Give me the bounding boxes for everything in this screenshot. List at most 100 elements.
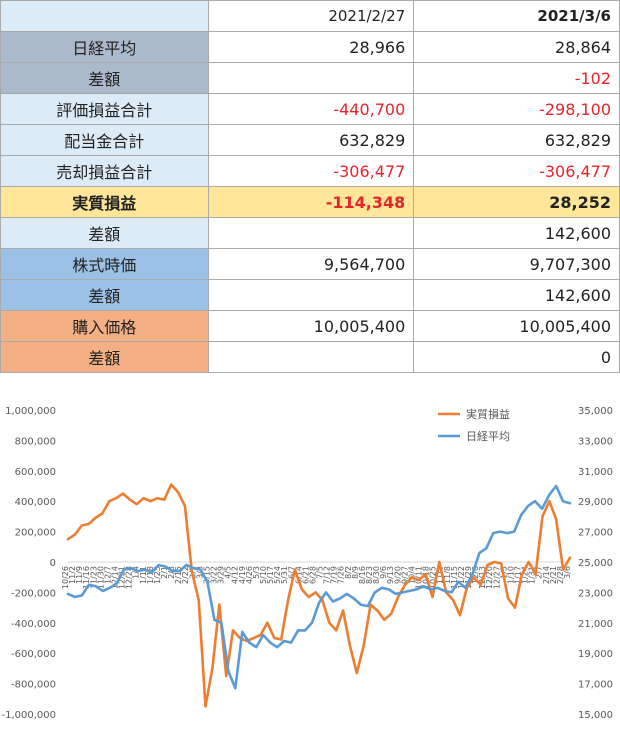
row-value-1 [207,62,415,94]
row-label: 購入価格 [0,310,209,342]
x-tick-label: 1/31 [528,566,537,584]
x-tick-label: 6/21 [301,566,310,584]
x-tick-label: 2/15 [174,566,183,584]
table-row: 差額 -102 [0,62,620,94]
x-tick-label: 10/25 [429,566,438,589]
row-label: 評価損益合計 [0,93,209,125]
table-row: 配当金合計 632,829 632,829 [0,124,620,156]
y-left-tick-label: -1,000,000 [1,710,56,721]
x-tick-label: 8/9 [351,566,360,579]
header-blank-cell [0,0,209,32]
x-tick-label: 6/14 [294,566,303,584]
x-tick-label: 6/28 [308,566,317,584]
y-left-tick-label: 0 [50,558,56,569]
y-left-tick-label: 800,000 [15,436,56,447]
y-left-tick-label: -600,000 [11,649,56,660]
x-tick-label: 2/21 [549,566,558,584]
row-value-2: -102 [413,62,620,94]
x-tick-label: 8/2 [344,566,353,579]
x-tick-label: 12/28 [125,566,134,589]
table-row: 日経平均 28,966 28,864 [0,31,620,63]
row-value-2: 0 [413,341,620,373]
row-value-2: 28,252 [413,186,620,218]
x-tick-label: 11/29 [464,566,473,589]
x-tick-label: 9/13 [386,566,395,584]
x-tick-label: 3/6 [563,566,572,579]
x-tick-label: 3/15 [202,566,211,584]
x-tick-label: 11/16 [82,566,91,589]
x-tick-label: 10/26 [61,566,70,589]
x-tick-label: 2/8 [167,566,176,579]
y-right-tick-label: 17,000 [578,680,613,691]
x-tick-label: 7/19 [330,566,339,584]
table-row: 評価損益合計 -440,700 -298,100 [0,93,620,125]
x-tick-label: 4/26 [245,566,254,584]
row-value-1: -440,700 [207,93,415,125]
x-tick-label: 1/17 [514,566,523,584]
x-tick-label: 9/27 [400,566,409,584]
y-left-tick-label: -400,000 [11,619,56,630]
y-left-tick-label: 200,000 [15,528,56,539]
row-value-2: -298,100 [413,93,620,125]
row-value-2: 142,600 [413,217,620,249]
x-tick-label: 1/10 [506,566,515,584]
x-tick-label: 2/7 [535,566,544,579]
row-label: 配当金合計 [0,124,209,156]
y-right-tick-label: 19,000 [578,649,613,660]
y-left-tick-label: 1,000,000 [5,406,56,417]
row-value-2: 10,005,400 [413,310,620,342]
x-tick-label: 1/4 [132,566,141,579]
x-tick-label: 5/24 [273,566,282,584]
x-tick-label: 11/23 [89,566,98,589]
table-row: 差額 142,600 [0,279,620,311]
x-tick-label: 8/30 [372,566,381,584]
row-value-2: 9,707,300 [413,248,620,280]
combo-line-chart: 1,000,000 800,000 600,000 400,000 200,000 0 -2… [0,386,620,734]
x-tick-label: 7/5 [316,566,325,579]
row-value-1: 9,564,700 [207,248,415,280]
x-tick-label: 1/24 [521,566,530,584]
table-row: 売却損益合計 -306,477 -306,477 [0,155,620,187]
legend-label: 日経平均 [466,430,510,443]
row-label: 差額 [0,217,209,249]
x-tick-label: 11/30 [96,566,105,589]
legend-label: 実質損益 [466,407,510,421]
x-tick-label: 3/22 [209,566,218,584]
row-value-2: -306,477 [413,155,620,187]
x-tick-label: 12/20 [485,566,494,589]
x-tick-label: 1/18 [146,566,155,584]
x-tick-label: 2/22 [181,566,190,584]
row-value-2: 28,864 [413,31,620,63]
y-right-tick-label: 33,000 [578,436,613,447]
x-tick-label: 12/7 [103,566,112,584]
x-tick-label: 10/11 [415,566,424,589]
x-tick-label: 3/29 [217,566,226,584]
row-value-1: 28,966 [207,31,415,63]
x-tick-label: 10/4 [407,566,416,584]
y-right-tick-label: 27,000 [578,528,613,539]
row-value-1: -114,348 [207,186,415,218]
row-label: 売却損益合計 [0,155,209,187]
row-label: 日経平均 [0,31,209,63]
x-tick-label: 6/7 [287,566,296,579]
x-tick-label: 8/23 [365,566,374,584]
x-tick-label: 5/17 [266,566,275,584]
x-tick-label: 5/10 [259,566,268,584]
y-right-tick-label: 21,000 [578,619,613,630]
x-tick-label: 1/25 [153,566,162,584]
x-tick-label: 3/8 [195,566,204,579]
x-tick-label: 2/28 [556,566,565,584]
row-value-1 [207,279,415,311]
row-value-2: 142,600 [413,279,620,311]
x-tick-label: 7/12 [323,566,332,584]
x-tick-label: 1/11 [139,566,148,584]
x-tick-label: 4/19 [238,566,247,584]
x-tick-label: 11/1 [436,566,445,584]
series-line-right [66,484,572,690]
y-right-tick-label: 23,000 [578,588,613,599]
x-tick-label: 2/14 [542,566,551,584]
row-value-2: 632,829 [413,124,620,156]
chart-svg: 1,000,000 800,000 600,000 400,000 200,000 0 -2… [1,406,613,721]
table-row: 差額 142,600 [0,217,620,249]
y-right-tick-label: 15,000 [578,710,613,721]
